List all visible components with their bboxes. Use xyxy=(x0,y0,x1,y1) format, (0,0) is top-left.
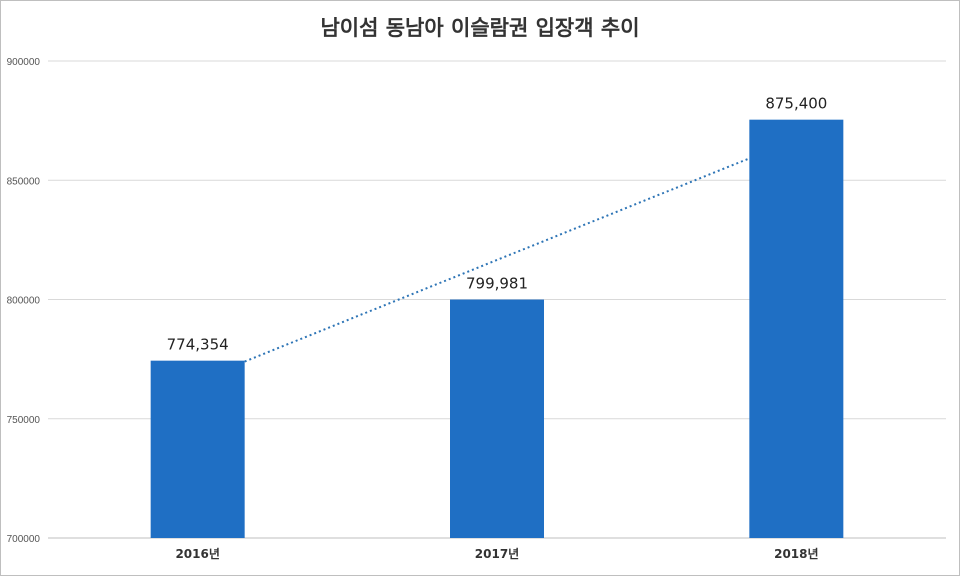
y-tick-label: 900000 xyxy=(7,57,41,68)
y-tick-label: 850000 xyxy=(7,176,41,187)
bar xyxy=(450,299,544,538)
trendline xyxy=(244,157,750,363)
category-label: 2018년 xyxy=(774,547,818,561)
category-label: 2016년 xyxy=(175,547,219,561)
category-label: 2017년 xyxy=(475,547,519,561)
y-tick-label: 800000 xyxy=(7,296,41,307)
y-tick-label: 750000 xyxy=(7,415,41,426)
bar xyxy=(749,119,844,539)
data-label: 799,981 xyxy=(466,275,528,293)
data-label: 875,400 xyxy=(765,95,827,113)
data-label: 774,354 xyxy=(167,336,229,354)
bar xyxy=(150,360,245,538)
y-tick-label: 700000 xyxy=(7,534,41,545)
chart-title: 남이섬 동남아 이슬람권 입장객 추이 xyxy=(320,16,640,40)
